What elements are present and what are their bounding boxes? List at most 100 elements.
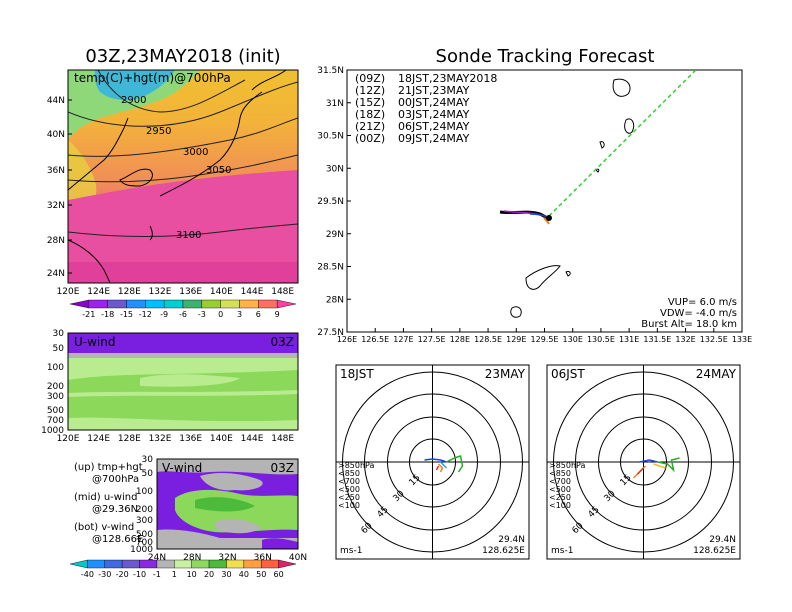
colorbar-label: -3 xyxy=(198,310,206,319)
right-title: Sonde Tracking Forecast xyxy=(436,46,655,67)
lon-tick-label: 144E xyxy=(241,434,264,444)
level-label: <100 xyxy=(338,501,360,510)
hodograph-time: 18JST xyxy=(340,367,374,381)
colorbar-label: -10 xyxy=(133,570,146,579)
colorbar-label: -9 xyxy=(160,310,168,319)
pressure-tick-label: 100 xyxy=(47,363,64,373)
legend-mid: (mid) u-wind xyxy=(74,492,137,503)
level-label: <100 xyxy=(549,501,571,510)
level-label: <500 xyxy=(338,485,360,494)
lon-tick-label: 140E xyxy=(210,287,233,297)
level-label: <700 xyxy=(549,477,571,486)
pressure-tick-label: 30 xyxy=(142,455,154,465)
lat-tick-label: 30N xyxy=(326,164,344,174)
colorbar-label: -12 xyxy=(139,310,152,319)
lat-tick-label: 31.5N xyxy=(317,66,344,76)
hodograph-trace xyxy=(435,465,440,471)
colorbar-label: -40 xyxy=(81,570,94,579)
lon-tick-label: 144E xyxy=(241,287,264,297)
lon-tick-label: 128E xyxy=(118,287,141,297)
sonde-track xyxy=(499,210,552,225)
lat-tick-label: 40N xyxy=(289,553,307,563)
track-legend-time: (15Z) xyxy=(355,96,385,109)
lat-tick-label: 40N xyxy=(47,130,65,140)
colorbar-swatch xyxy=(104,559,123,569)
track-legend-time: (21Z) xyxy=(355,120,385,133)
left-title: 03Z,23MAY2018 (init) xyxy=(85,46,280,67)
lon-tick-label: 126E xyxy=(337,335,357,344)
pressure-tick-label: 100 xyxy=(136,487,153,497)
colorbar-swatch xyxy=(208,559,227,569)
pressure-tick-label: 1000 xyxy=(41,426,64,436)
track-legend-time: (00Z) xyxy=(355,132,385,145)
pressure-tick-label: 30 xyxy=(53,329,65,339)
lon-tick-label: 131E xyxy=(619,335,639,344)
level-label: <250 xyxy=(338,493,360,502)
lat-tick-label: 30.5N xyxy=(317,132,344,142)
track-legend-local: 21JST,23MAY xyxy=(398,84,470,97)
pressure-tick-label: 700 xyxy=(136,538,153,548)
hodograph-trace xyxy=(437,463,444,473)
pressure-tick-label: 500 xyxy=(136,530,153,540)
vup-text: VUP= 6.0 m/s xyxy=(668,297,737,308)
colorbar-swatch xyxy=(191,559,210,569)
colorbar-swatch xyxy=(87,559,105,569)
contour-label-2950: 2950 xyxy=(146,126,171,137)
lat-tick-label: 24N xyxy=(47,269,65,279)
lon-tick-label: 126.5E xyxy=(361,335,389,344)
colorbar-label: 10 xyxy=(187,570,197,579)
hodograph-trace xyxy=(657,457,680,473)
legend-bot-lon: @128.66E xyxy=(92,534,143,545)
colorbar-label: 50 xyxy=(256,570,266,579)
colorbar-label: 30 xyxy=(221,570,231,579)
level-label: <500 xyxy=(549,485,571,494)
lon-tick-label: 120E xyxy=(57,434,80,444)
legend-up: (up) tmp+hgt xyxy=(74,462,143,473)
lon-tick-label: 120E xyxy=(57,287,80,297)
lon-tick-label: 124E xyxy=(87,287,110,297)
lat-tick-label: 28N xyxy=(326,295,344,305)
colorbar-label: -20 xyxy=(116,570,129,579)
lat-tick-label: 32N xyxy=(47,201,65,211)
lon-tick-label: 148E xyxy=(271,434,294,444)
track-legend-time: (12Z) xyxy=(355,84,385,97)
hodograph-lon: 128.625E xyxy=(482,546,525,556)
lat-tick-label: 29N xyxy=(326,230,344,240)
colorbar-label: -6 xyxy=(179,310,187,319)
level-label: >850hPa xyxy=(338,461,375,470)
pressure-tick-label: 50 xyxy=(142,469,154,479)
colorbar-swatch xyxy=(156,559,175,569)
lon-tick-label: 127.5E xyxy=(418,335,446,344)
left-map-label: temp(C)+hgt(m)@700hPa xyxy=(74,71,231,85)
lon-tick-label: 128.5E xyxy=(474,335,502,344)
lon-tick-label: 136E xyxy=(179,434,202,444)
lat-tick-label: 44N xyxy=(47,96,65,106)
v-wind-label: V-wind xyxy=(162,461,202,475)
lon-tick-label: 130E xyxy=(563,335,583,344)
lat-tick-label: 28N xyxy=(47,236,65,246)
lon-tick-label: 148E xyxy=(271,287,294,297)
colorbar-label: 6 xyxy=(256,310,261,319)
lat-tick-label: 29.5N xyxy=(317,197,344,207)
colorbar-swatch xyxy=(261,559,279,569)
colorbar-label: 3 xyxy=(237,310,242,319)
lon-tick-label: 129E xyxy=(506,335,526,344)
pressure-tick-label: 500 xyxy=(47,406,64,416)
lon-tick-label: 131.5E xyxy=(643,335,671,344)
track-legend-time: (18Z) xyxy=(355,108,385,121)
colorbar-label: -30 xyxy=(98,570,111,579)
colorbar-label: 40 xyxy=(239,570,249,579)
lon-tick-label: 124E xyxy=(87,434,110,444)
lon-tick-label: 130.5E xyxy=(587,335,615,344)
colorbar-swatch xyxy=(226,559,245,569)
level-label: <850 xyxy=(549,469,571,478)
colorbar-swatch xyxy=(239,299,259,309)
u-wind-label: U-wind xyxy=(74,335,115,349)
hodograph-trace xyxy=(439,461,448,469)
hodograph-lat: 29.4N xyxy=(709,535,736,545)
lon-tick-label: 132.5E xyxy=(700,335,728,344)
panel-legend: (up) tmp+hgt @700hPa (mid) u-wind @29.36… xyxy=(74,462,143,545)
colorbar-swatch xyxy=(88,299,108,309)
wind-colorbar: -40 -30 -20 -10 -1 1 10 20 30 40 50 60 xyxy=(69,559,297,579)
track-map: (09Z) 18JST,23MAY2018 (12Z) 21JST,23MAY (15Z… xyxy=(317,66,752,344)
